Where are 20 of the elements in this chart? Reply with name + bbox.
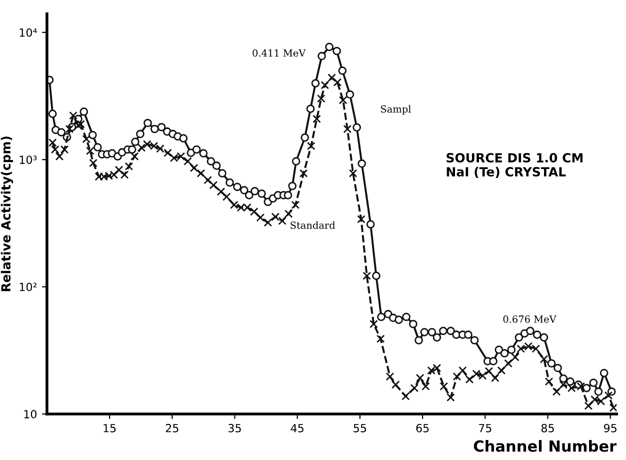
annotation: SOURCE DIS 1.0 CM NaI (Te) CRYSTAL [446, 153, 583, 178]
x-tick-label: 75 [478, 424, 492, 432]
annotation: 0.676 MeV [503, 315, 556, 323]
y-tick-label: 10⁴ [20, 28, 37, 37]
x-tick-label: 15 [104, 424, 116, 432]
y-axis-title: Relative Activity(cpm) [0, 136, 14, 292]
x-tick-label: 55 [354, 424, 366, 432]
x-tick-label: 95 [604, 424, 616, 432]
x-tick-label: 25 [166, 424, 178, 432]
y-tick-label: 10 [24, 410, 36, 418]
y-tick-label: 10² [20, 282, 37, 292]
y-tick-label: 10³ [20, 156, 37, 164]
x-tick-label: 85 [541, 424, 554, 432]
annotation: 0.411 MeV [252, 49, 306, 57]
x-tick-label: 35 [228, 424, 241, 432]
x-tick-label: 65 [416, 424, 429, 432]
annotation: Sampl [381, 105, 411, 115]
x-tick-label: 45 [290, 424, 304, 432]
x-axis-title: Channel Number [474, 440, 617, 452]
annotation: Standard [290, 221, 336, 229]
